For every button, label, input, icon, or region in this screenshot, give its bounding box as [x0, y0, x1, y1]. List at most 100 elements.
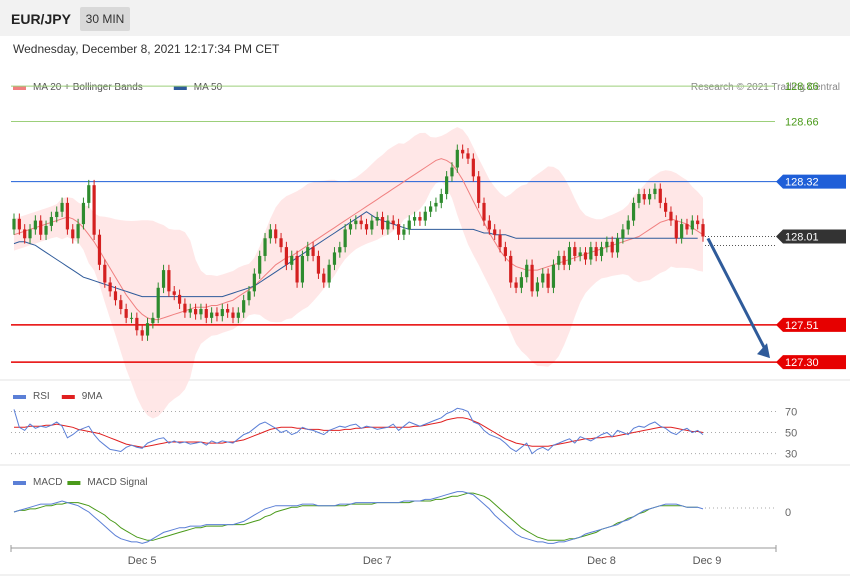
candle-body — [626, 220, 630, 230]
candle-body — [242, 300, 246, 313]
candle — [573, 241, 577, 262]
timeframe-button[interactable]: 30 MIN — [80, 7, 130, 31]
candle-body — [578, 252, 582, 256]
candle-body — [380, 217, 385, 230]
candle-body — [268, 229, 272, 239]
candle-body — [348, 224, 353, 230]
last-price-label: 128.01 — [785, 231, 819, 243]
candle-body — [647, 194, 652, 200]
candle — [653, 183, 657, 200]
candle — [594, 241, 598, 262]
candle — [658, 183, 662, 209]
candle-body — [108, 282, 112, 292]
candle — [445, 171, 449, 200]
candle — [247, 286, 251, 306]
candle — [471, 153, 475, 182]
candle-body — [477, 176, 481, 203]
candle — [412, 211, 417, 226]
candle — [129, 312, 134, 324]
forecast-arrow-line — [706, 237, 768, 352]
candle — [199, 303, 203, 320]
candle-body — [151, 317, 155, 324]
x-tick-label: Dec 9 — [693, 555, 722, 567]
resistance-label: 128.86 — [785, 81, 819, 93]
candle-body — [530, 264, 534, 292]
ma20-line — [13, 158, 704, 321]
candle — [220, 303, 224, 322]
candle — [669, 206, 673, 226]
candle — [145, 317, 150, 341]
candle — [418, 211, 422, 226]
candle — [343, 224, 347, 253]
candle-body — [135, 317, 139, 331]
candle-body — [306, 247, 310, 256]
candle-body — [461, 149, 465, 154]
candle — [637, 188, 641, 209]
candle — [263, 232, 267, 262]
candle-body — [514, 282, 518, 288]
candle-body — [97, 234, 102, 265]
candle-body — [156, 287, 160, 318]
candle — [39, 215, 43, 241]
candle — [477, 171, 481, 209]
candle — [183, 298, 187, 318]
candle-body — [354, 220, 358, 225]
candle — [33, 215, 37, 235]
candle-body — [290, 255, 294, 265]
candle-body — [375, 217, 379, 221]
candle-body — [338, 247, 342, 253]
candle-body — [300, 255, 305, 283]
candle-body — [167, 270, 171, 292]
candle — [151, 312, 155, 329]
candle — [690, 215, 694, 235]
candle — [364, 218, 369, 235]
pivot-label-bg — [776, 174, 846, 189]
candle — [204, 303, 208, 324]
candle-body — [615, 238, 620, 253]
candle — [103, 259, 107, 288]
candle — [354, 215, 358, 230]
legend-label: MACD Signal — [87, 477, 147, 488]
candle-body — [124, 309, 128, 318]
candle-body — [359, 220, 363, 225]
candle — [306, 241, 310, 262]
macd-tick-label: 0 — [785, 507, 791, 519]
candle — [44, 220, 48, 241]
candle-body — [12, 218, 16, 230]
candle-body — [589, 247, 593, 260]
candle-body — [701, 224, 705, 237]
candle-body — [696, 220, 700, 225]
candle — [615, 232, 620, 258]
legend-swatch — [13, 395, 26, 399]
candle-body — [525, 264, 529, 278]
candle — [87, 179, 91, 209]
candle-body — [28, 229, 32, 239]
support-label: 127.30 — [785, 357, 819, 369]
candle-body — [140, 330, 144, 336]
candle-body — [567, 247, 572, 265]
candle-body — [87, 185, 91, 203]
legend-label: 9MA — [82, 391, 103, 402]
candle-body — [594, 247, 598, 256]
candle-body — [23, 229, 27, 239]
legend-label: MA 20 + Bollinger Bands — [33, 82, 143, 93]
candle — [380, 211, 385, 235]
candle — [487, 215, 491, 235]
candle-body — [583, 252, 588, 260]
candle-body — [364, 224, 369, 230]
candle — [17, 213, 21, 235]
candle — [290, 250, 294, 271]
legend-swatch — [173, 86, 187, 90]
candle-body — [669, 211, 673, 221]
candle-body — [573, 247, 577, 256]
forecast-arrow-head — [757, 343, 770, 359]
candle — [252, 268, 256, 297]
candle — [338, 241, 342, 258]
candle — [71, 224, 75, 244]
candle — [236, 307, 240, 324]
candle — [557, 250, 561, 271]
candle-body — [423, 211, 427, 221]
candle-body — [551, 264, 556, 288]
candle-body — [519, 277, 524, 288]
candle — [60, 197, 64, 218]
